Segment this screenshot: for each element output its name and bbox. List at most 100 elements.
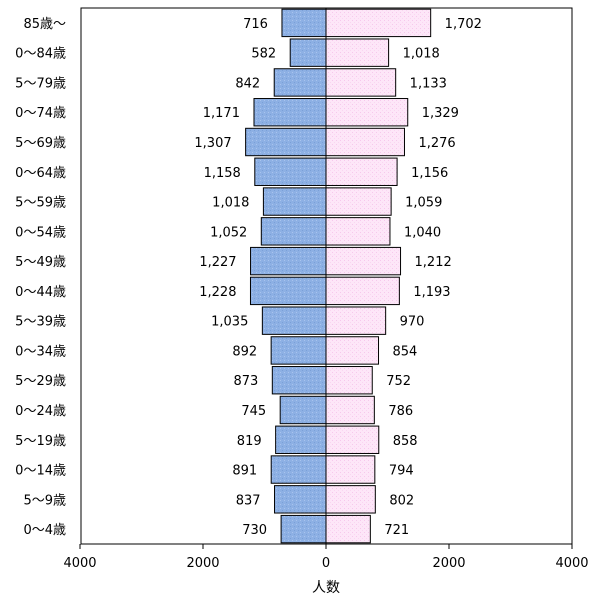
x-axis: 4000 2000 0 2000 4000	[63, 8, 589, 571]
data-label-left: 892	[232, 344, 257, 359]
data-label-right: 1,702	[445, 17, 482, 32]
bar-left	[270, 336, 327, 365]
data-label-left: 819	[237, 434, 262, 449]
data-label-left: 1,052	[210, 225, 247, 240]
bar-right	[325, 157, 398, 186]
x-tick-label: 4000	[63, 556, 96, 571]
bar-left	[280, 514, 327, 544]
data-label-right: 1,133	[410, 76, 447, 91]
data-label-right: 802	[389, 493, 414, 508]
category-label: 5～39歳	[15, 315, 66, 330]
category-label: 0～84歳	[15, 47, 66, 62]
data-label-right: 970	[400, 315, 425, 330]
bar-right	[325, 68, 397, 97]
data-label-left: 1,158	[204, 166, 241, 181]
data-label-left: 716	[243, 17, 268, 32]
x-tick-label: 4000	[555, 556, 588, 571]
data-label-left: 745	[241, 404, 266, 419]
data-label-left: 837	[236, 493, 261, 508]
category-label: 5～29歳	[15, 374, 66, 389]
data-label-left: 1,018	[212, 196, 249, 211]
bar-right	[325, 455, 376, 484]
bar-left	[260, 217, 327, 246]
bar-right	[325, 485, 376, 514]
data-label-left: 891	[232, 464, 257, 479]
bar-left	[281, 8, 327, 38]
bar-right	[325, 217, 391, 246]
data-label-right: 1,018	[403, 47, 440, 62]
bar-right	[325, 425, 380, 454]
data-label-left: 582	[251, 47, 276, 62]
bar-right	[325, 395, 375, 425]
bar-right	[325, 246, 402, 276]
data-label-right: 1,212	[415, 255, 452, 270]
data-label-left: 1,307	[194, 136, 231, 151]
data-label-right: 752	[386, 374, 411, 389]
bar-right	[325, 514, 371, 544]
data-label-right: 1,329	[422, 106, 459, 121]
category-label: 0～64歳	[15, 166, 66, 181]
category-label: 5～49歳	[15, 255, 66, 270]
data-label-left: 842	[235, 76, 260, 91]
bar-right	[325, 366, 373, 395]
category-label: 5～19歳	[15, 434, 66, 449]
category-label: 0～74歳	[15, 106, 66, 121]
bar-left	[249, 276, 327, 306]
x-tick-label: 0	[322, 556, 330, 571]
bar-right	[325, 98, 409, 127]
data-label-right: 1,040	[404, 225, 441, 240]
x-tick-label: 2000	[432, 556, 465, 571]
category-label: 5～79歳	[15, 76, 66, 91]
bar-left	[275, 425, 327, 454]
bar-left	[261, 306, 327, 335]
bar-left	[245, 127, 327, 157]
data-label-right: 786	[388, 404, 413, 419]
category-label: 0～44歳	[15, 285, 66, 300]
bar-left	[254, 157, 327, 186]
bar-left	[250, 246, 327, 276]
category-axis-labels: 0～4歳 5～9歳 0～14歳 5～19歳 0～24歳 5～29歳 0～34歳 5～39歳 0～…	[15, 17, 66, 538]
category-label: 0～34歳	[15, 344, 66, 359]
male-series	[245, 8, 327, 544]
data-label-left: 1,035	[211, 315, 248, 330]
bar-left	[271, 366, 327, 395]
x-tick-label: 2000	[186, 556, 219, 571]
category-label: 5～9歳	[23, 493, 66, 508]
bar-left	[279, 395, 327, 425]
data-label-left: 730	[242, 523, 267, 538]
bar-right	[325, 276, 400, 306]
category-label: 5～59歳	[15, 196, 66, 211]
bar-left	[273, 68, 327, 97]
category-label: 0～54歳	[15, 225, 66, 240]
category-label: 0～24歳	[15, 404, 66, 419]
category-label: 0～14歳	[15, 464, 66, 479]
x-axis-label: 人数	[312, 580, 340, 596]
bar-right	[325, 306, 387, 335]
bar-left	[289, 38, 327, 67]
data-labels: 730 721 837 802 891 794 819 858 745 786 873 752 892 8…	[194, 17, 481, 538]
data-label-left: 873	[233, 374, 258, 389]
data-label-left: 1,171	[203, 106, 240, 121]
bar-right	[325, 127, 405, 157]
data-label-right: 858	[393, 434, 418, 449]
data-label-left: 1,227	[199, 255, 236, 270]
data-label-right: 1,156	[411, 166, 448, 181]
female-series	[325, 8, 432, 544]
data-label-right: 794	[389, 464, 414, 479]
data-label-left: 1,228	[199, 285, 236, 300]
category-label: 0～4歳	[23, 523, 66, 538]
data-label-right: 1,276	[418, 136, 455, 151]
category-label: 5～69歳	[15, 136, 66, 151]
category-label: 85歳～	[23, 17, 66, 32]
data-label-right: 1,059	[405, 196, 442, 211]
bar-right	[325, 8, 432, 38]
bar-left	[274, 485, 327, 514]
bar-right	[325, 336, 380, 365]
bar-left	[262, 187, 327, 216]
data-label-right: 721	[384, 523, 409, 538]
data-label-right: 1,193	[413, 285, 450, 300]
bar-left	[253, 98, 327, 127]
bar-left	[270, 455, 327, 484]
bar-right	[325, 38, 390, 67]
